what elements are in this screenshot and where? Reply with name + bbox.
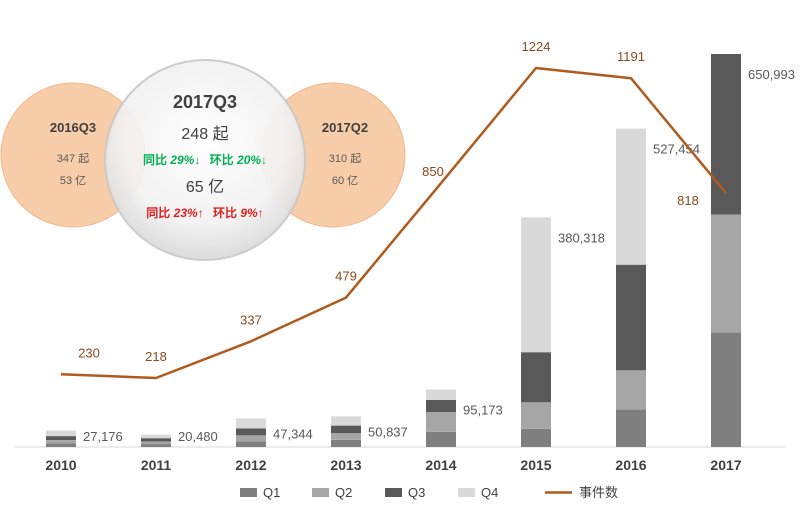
bar-segment-q1-2014 [426,431,456,447]
left-circle-amount: 53 亿 [60,174,86,187]
count-qoq-label: 环比 [210,152,234,167]
center-circle-title: 2017Q3 [173,92,237,112]
count-qoq-value: 20%↓ [236,153,267,167]
event-count-polyline [60,66,727,380]
left-circle-title: 2016Q3 [50,120,96,135]
count-yoy-value: 29%↓ [169,153,200,167]
right-circle-title: 2017Q2 [322,120,368,135]
legend-label-q4: Q4 [481,485,498,500]
bar-segment-q4-2012 [236,418,266,429]
x-tick-2013: 2013 [330,457,361,473]
x-tick-2016: 2016 [615,457,646,473]
bar-segment-q3-2010 [46,436,76,440]
center-count-change: 同比 29%↓ 环比 20%↓ [143,152,267,167]
bar-segment-q2-2013 [331,433,361,440]
bar-segment-q1-2017 [711,332,741,447]
bar-segment-q1-2015 [521,428,551,447]
event-count-label-2011: 218 [145,349,167,364]
bar-segment-q3-2016 [616,264,646,371]
right-circle-count: 310 起 [329,152,361,165]
bar-segment-q4-2013 [331,416,361,426]
bar-total-label-2016: 527,454 [653,142,700,157]
bar-total-label-2012: 47,344 [273,426,313,441]
left-circle-count: 347 起 [57,152,89,165]
bar-segment-q2-2010 [46,440,76,444]
legend-swatch-q4 [458,488,475,497]
legend-swatch-q1 [240,488,257,497]
bar-segment-q1-2012 [236,441,266,447]
x-tick-2014: 2014 [425,457,456,473]
bar-total-label-2011: 20,480 [178,429,218,444]
bar-segment-q1-2013 [331,439,361,447]
amount-qoq-value: 9%↑ [240,206,263,220]
bar-segment-q2-2016 [616,370,646,410]
bar-segment-q4-2015 [521,217,551,353]
center-circle [104,59,306,261]
stacked-bars [46,54,741,447]
bar-segment-q3-2015 [521,352,551,403]
amount-yoy-label: 同比 [146,205,170,220]
bar-total-label-2015: 380,318 [558,230,605,245]
bar-segment-q3-2012 [236,428,266,436]
bar-segment-q3-2017 [711,54,741,215]
right-circle-amount: 60 亿 [332,174,358,187]
center-amount-change: 同比 23%↑ 环比 9%↑ [146,205,263,220]
event-count-line [60,66,727,380]
amount-yoy-value: 23%↑ [173,206,204,220]
count-yoy-label: 同比 [143,152,167,167]
bar-segment-q4-2014 [426,389,456,400]
legend-swatch-q2 [312,488,329,497]
event-count-label-2010: 230 [78,345,100,360]
amount-qoq-label: 环比 [213,205,237,220]
center-circle-count: 248 起 [181,125,228,143]
bar-segment-q3-2014 [426,399,456,412]
bar-total-label-2017: 650,993 [748,67,795,82]
bar-segment-q4-2016 [616,128,646,265]
event-count-label-2014: 850 [422,164,444,179]
legend-label-event-count: 事件数 [579,485,618,500]
bar-segment-q3-2013 [331,425,361,434]
event-count-label-2017: 818 [677,193,699,208]
event-count-label-2013: 479 [335,269,357,284]
bar-segment-q3-2011 [141,438,171,442]
x-tick-2012: 2012 [235,457,266,473]
x-tick-2015: 2015 [520,457,551,473]
event-count-label-2012: 337 [240,312,262,327]
bar-total-label-2014: 95,173 [463,403,503,418]
bar-total-label-2010: 27,176 [83,429,123,444]
legend-swatch-q3 [385,488,402,497]
x-tick-2010: 2010 [45,457,76,473]
bar-segment-q1-2011 [141,444,171,447]
quarter-callout: 2016Q3 347 起 53 亿 2017Q2 310 起 60 亿 2017… [0,59,406,261]
legend: Q1 Q2 Q3 Q4 事件数 [240,485,618,500]
legend-label-q2: Q2 [335,485,352,500]
bar-segment-q1-2010 [46,443,76,447]
center-circle-amount: 65 亿 [186,178,224,196]
bar-segment-q2-2014 [426,412,456,432]
event-count-label-2015: 1224 [522,39,551,54]
bar-segment-q2-2012 [236,435,266,442]
bar-segment-q2-2015 [521,402,551,429]
legend-label-q3: Q3 [408,485,425,500]
bar-segment-q1-2016 [616,409,646,447]
bar-segment-q2-2017 [711,214,741,333]
x-axis-tick-labels: 2010 2011 2012 2013 2014 2015 2016 2017 [45,457,741,473]
bar-segment-q2-2011 [141,441,171,445]
bar-total-labels: 27,176 20,480 47,344 50,837 95,173 380,318 527… [83,67,795,444]
event-count-label-2016: 1191 [617,49,645,64]
event-count-labels: 230 218 337 479 850 1224 1191 818 [78,39,699,364]
bar-total-label-2013: 50,837 [368,424,408,439]
bar-segment-q4-2011 [141,434,171,439]
bar-segment-q4-2010 [46,430,76,437]
legend-label-q1: Q1 [263,485,280,500]
x-tick-2017: 2017 [710,457,741,473]
x-tick-2011: 2011 [141,457,172,473]
